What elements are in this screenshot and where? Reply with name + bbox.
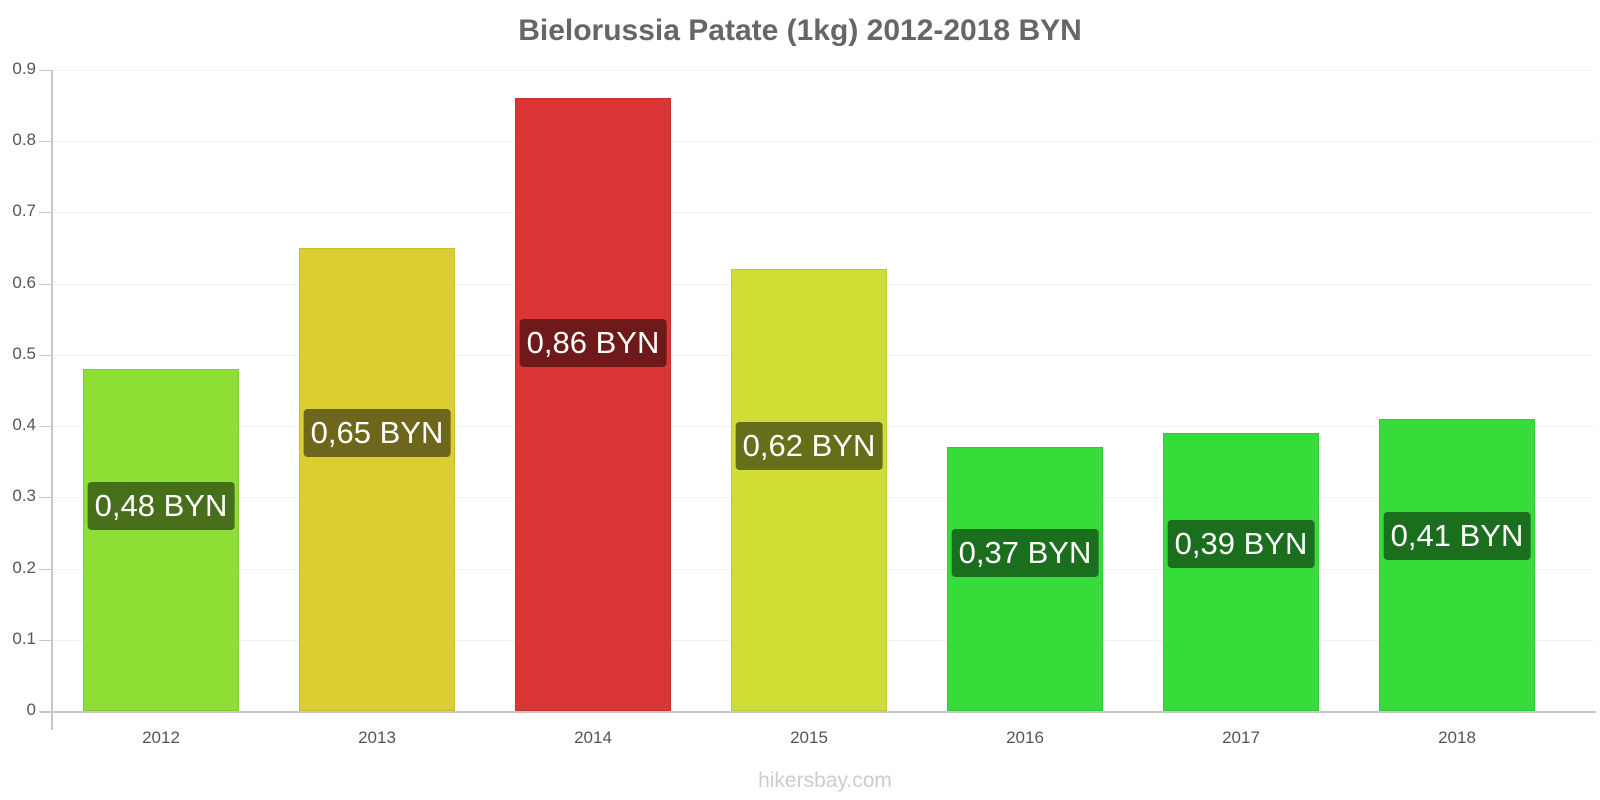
x-axis-line	[40, 711, 1596, 713]
y-tick-label: 0.2	[12, 557, 36, 577]
x-tick-label: 2015	[790, 728, 828, 747]
bar-2018	[1379, 418, 1535, 711]
value-label: 0,48 BYN	[87, 481, 235, 530]
y-tick-mark	[39, 70, 51, 71]
value-label: 0,62 BYN	[735, 422, 883, 471]
value-label: 0,39 BYN	[1167, 520, 1315, 569]
y-tick-label: 0.1	[12, 628, 36, 648]
y-tick-mark	[39, 639, 51, 641]
x-tick-label: 2016	[1006, 728, 1044, 747]
y-tick-label: 0.3	[12, 486, 36, 506]
value-label: 0,37 BYN	[951, 528, 1099, 577]
y-tick-mark	[39, 354, 51, 356]
value-label: 0,86 BYN	[519, 319, 667, 368]
gridline	[51, 70, 1594, 71]
y-tick-label: 0.5	[12, 343, 36, 363]
y-tick-mark	[39, 568, 51, 570]
y-tick-mark	[39, 212, 51, 214]
bar-2015	[731, 269, 887, 711]
y-tick-label: 0.9	[12, 59, 36, 78]
y-axis-line	[51, 70, 53, 730]
value-label: 0,65 BYN	[303, 409, 451, 458]
x-tick-label: 2018	[1438, 728, 1476, 747]
gridline	[51, 212, 1594, 214]
value-label: 0,41 BYN	[1383, 511, 1531, 560]
y-tick-label: 0.7	[12, 201, 36, 221]
gridline	[51, 141, 1594, 143]
y-tick-label: 0.4	[12, 415, 36, 435]
bar-2016	[947, 447, 1103, 711]
bar-2017	[1163, 433, 1319, 711]
x-tick-label: 2017	[1222, 728, 1260, 747]
x-tick-label: 2014	[574, 728, 612, 747]
y-tick-label: 0.6	[12, 272, 36, 292]
chart-title: Bielorussia Patate (1kg) 2012-2018 BYN	[518, 14, 1082, 47]
y-tick-label: 0.8	[12, 130, 36, 150]
x-tick-label: 2012	[142, 728, 180, 747]
source-watermark: hikersbay.com	[758, 769, 892, 792]
y-tick-mark	[39, 141, 51, 143]
y-tick-label: 0	[26, 700, 36, 719]
bar-2013	[299, 248, 455, 711]
bar-2014	[515, 98, 671, 711]
y-tick-mark	[39, 283, 51, 285]
y-tick-mark	[39, 497, 51, 499]
y-tick-mark	[39, 426, 51, 428]
x-tick-label: 2013	[358, 728, 396, 747]
bar-2012	[83, 369, 239, 711]
